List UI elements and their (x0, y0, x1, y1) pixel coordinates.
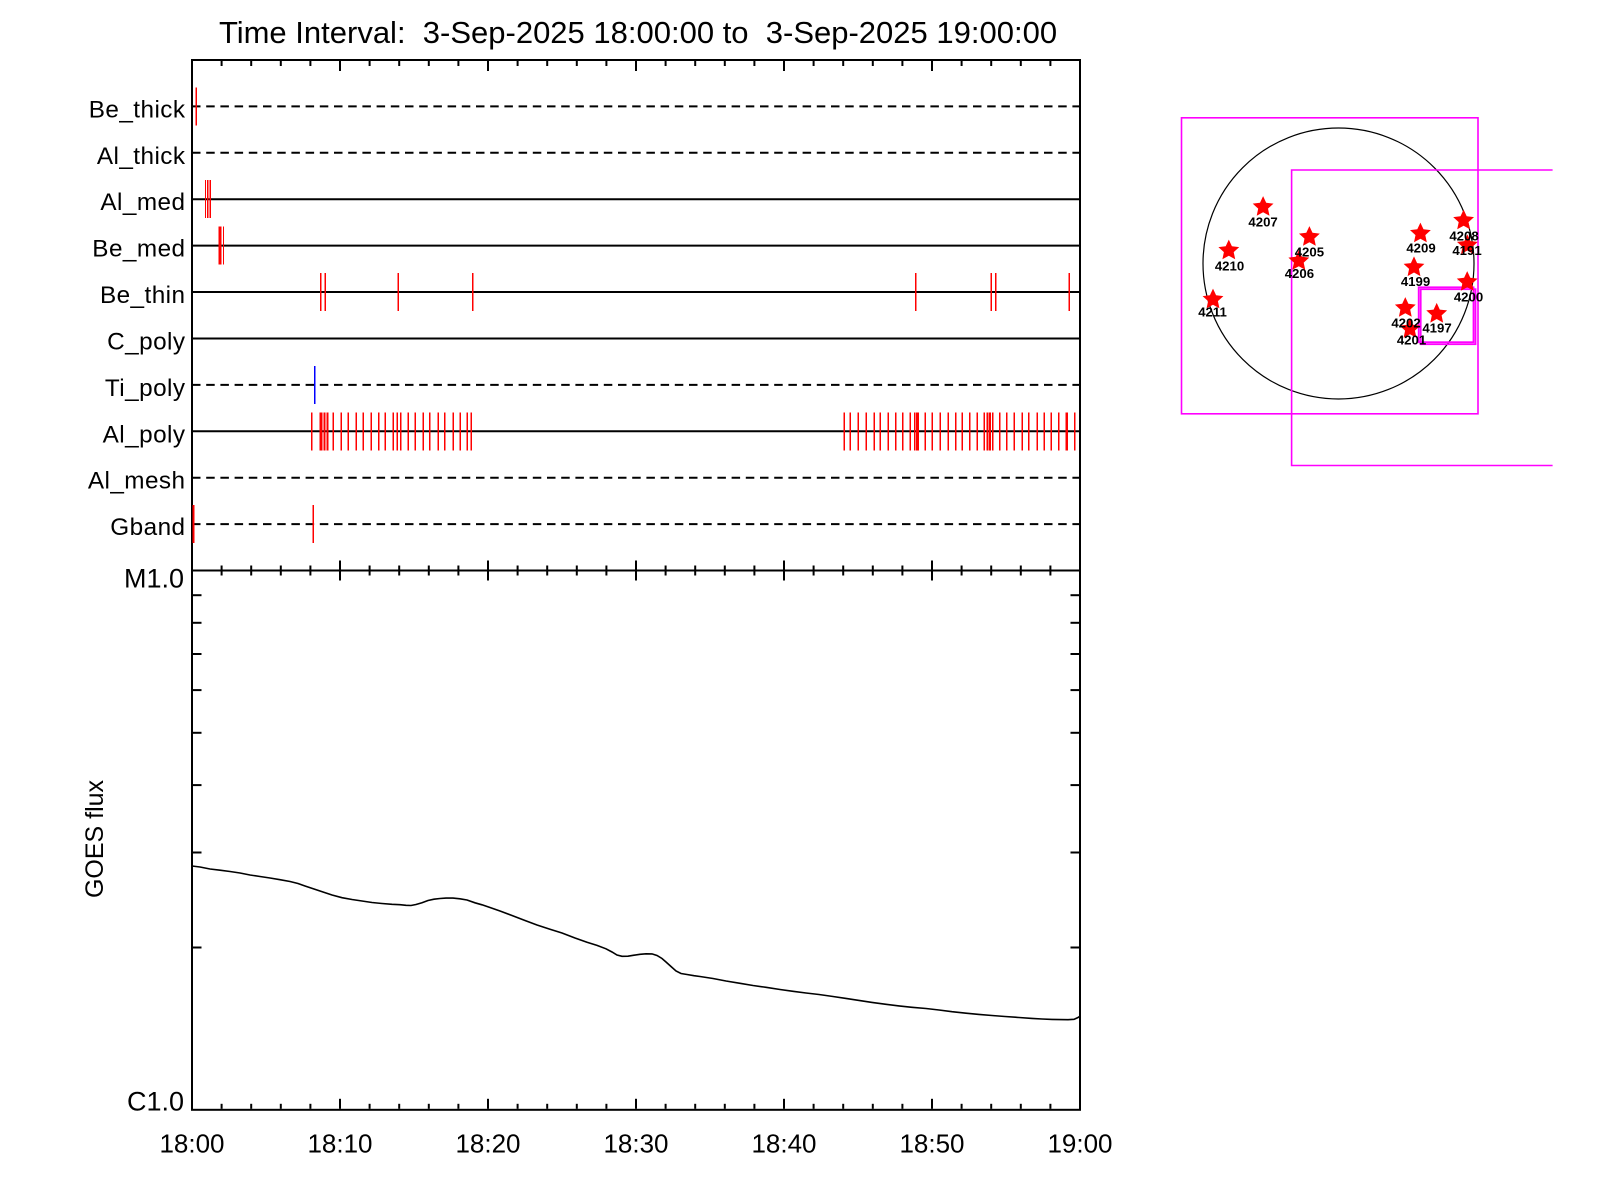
svg-text:M1.0: M1.0 (124, 564, 184, 594)
svg-text:4201: 4201 (1397, 333, 1426, 348)
svg-text:Al_med: Al_med (100, 189, 185, 216)
svg-text:C_poly: C_poly (107, 329, 186, 356)
svg-text:4199: 4199 (1401, 274, 1430, 289)
svg-text:Time Interval: 3-Sep-2025 18:: Time Interval: 3-Sep-2025 18:00:00 to 3-… (219, 15, 1057, 50)
svg-text:4210: 4210 (1215, 259, 1244, 274)
svg-text:Al_mesh: Al_mesh (88, 468, 186, 495)
svg-text:4208: 4208 (1449, 229, 1478, 244)
svg-text:Gband: Gband (110, 514, 185, 541)
svg-text:18:10: 18:10 (307, 1129, 372, 1159)
svg-text:4202: 4202 (1391, 316, 1420, 331)
svg-text:18:50: 18:50 (899, 1129, 964, 1159)
svg-text:Al_thick: Al_thick (97, 143, 186, 170)
svg-text:Al_poly: Al_poly (103, 421, 186, 448)
svg-text:Be_thick: Be_thick (89, 96, 186, 123)
svg-text:GOES flux: GOES flux (81, 779, 109, 898)
svg-text:4197: 4197 (1422, 321, 1451, 336)
svg-text:4205: 4205 (1295, 245, 1324, 260)
svg-text:4191: 4191 (1452, 243, 1481, 258)
svg-text:18:40: 18:40 (751, 1129, 816, 1159)
svg-text:4200: 4200 (1454, 290, 1483, 305)
svg-text:Be_med: Be_med (92, 236, 185, 263)
svg-text:19:00: 19:00 (1047, 1129, 1112, 1159)
svg-text:Ti_poly: Ti_poly (105, 375, 186, 402)
svg-text:18:20: 18:20 (455, 1129, 520, 1159)
svg-text:4209: 4209 (1406, 241, 1435, 256)
svg-text:18:00: 18:00 (159, 1129, 224, 1159)
svg-text:4206: 4206 (1285, 266, 1314, 281)
svg-text:4211: 4211 (1198, 305, 1227, 320)
svg-text:C1.0: C1.0 (127, 1087, 184, 1117)
svg-text:4207: 4207 (1248, 215, 1277, 230)
svg-text:18:30: 18:30 (603, 1129, 668, 1159)
svg-text:Be_thin: Be_thin (100, 282, 186, 309)
